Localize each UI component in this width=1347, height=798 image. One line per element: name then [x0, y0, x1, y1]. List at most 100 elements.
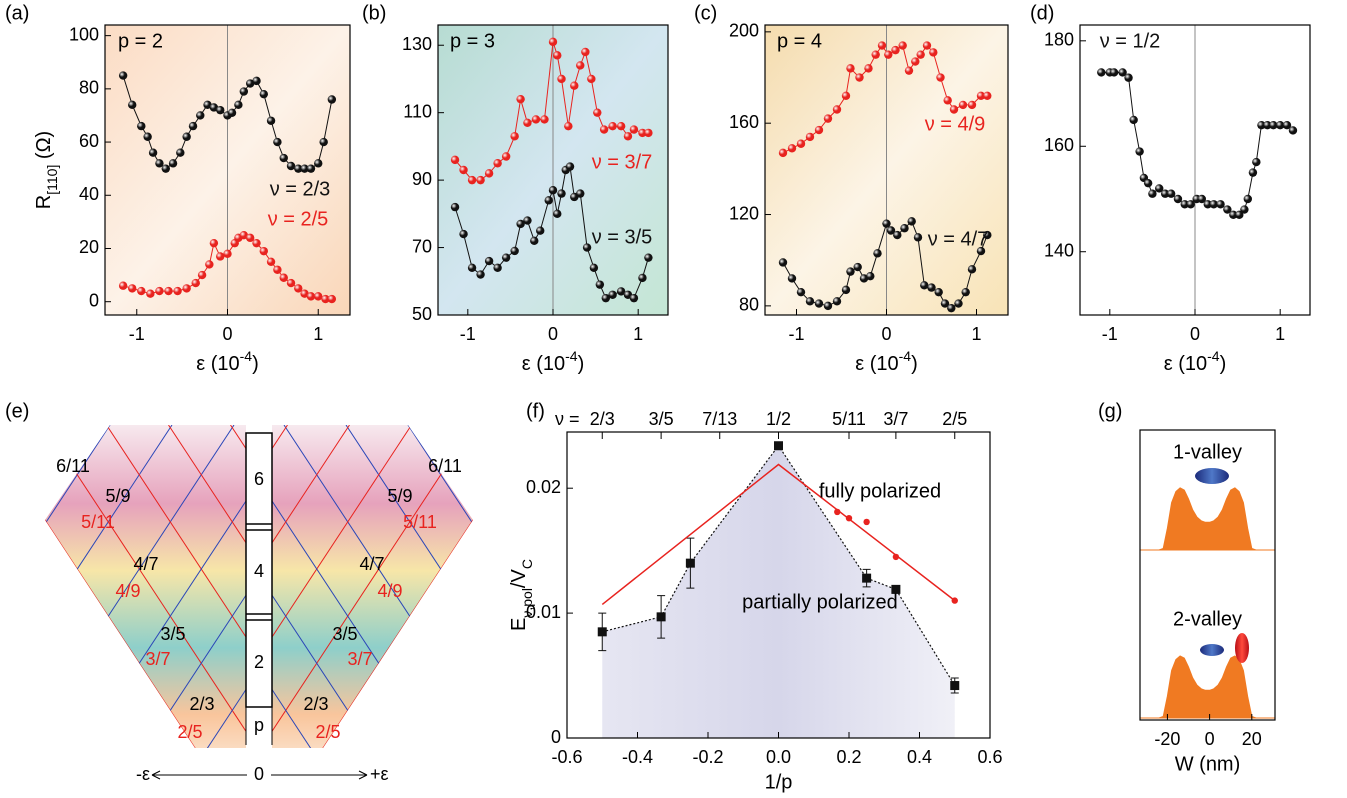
fraction-label: 3/7: [347, 649, 372, 669]
y-tick-label: 100: [69, 24, 99, 44]
data-point: [118, 281, 128, 290]
y-tick-label: 130: [402, 34, 432, 54]
y-tick-label: 0.02: [526, 477, 561, 497]
panel-label: (c): [694, 2, 717, 24]
data-point: [203, 100, 212, 110]
data-point: [530, 236, 539, 246]
data-point: [853, 262, 862, 272]
column-stem: [245, 707, 273, 745]
fraction-label: 3/7: [145, 649, 170, 669]
data-point: [893, 230, 902, 240]
data-point: [976, 246, 986, 256]
lattice-line: [45, 425, 61, 748]
data-point: [161, 164, 170, 173]
y-tick-label: 20: [79, 237, 99, 257]
lattice-line: [0, 425, 40, 798]
data-point: [564, 121, 573, 131]
data-point: [866, 271, 875, 281]
data-point: [796, 287, 806, 297]
plot-frame: [104, 24, 351, 316]
top-tick-label: 1/2: [766, 409, 791, 429]
axis-arrow: [151, 770, 368, 780]
data-point: [834, 508, 841, 516]
x-axis-label-part: -4: [1207, 348, 1220, 364]
data-point: [227, 108, 237, 117]
data-point: [1143, 178, 1153, 188]
data-point: [548, 37, 558, 47]
annotation: p = 4: [777, 30, 822, 52]
x-tick-label: -1: [129, 324, 145, 344]
data-point: [548, 186, 558, 195]
data-point: [531, 115, 541, 124]
density-area: [1140, 655, 1275, 719]
data-point: [205, 260, 214, 269]
data-point: [252, 76, 261, 86]
annotation: fully polarized: [819, 480, 941, 502]
lattice-line: [45, 425, 173, 748]
data-point: [922, 41, 932, 50]
top-tick-label: 2/5: [942, 409, 967, 429]
data-point: [523, 118, 532, 127]
panel-label: (f): [526, 400, 545, 422]
x-axis-label: ε (10-4): [522, 348, 585, 376]
series-label: ν = 2/5: [268, 208, 329, 230]
x-axis-label-part: ε (10: [196, 353, 239, 375]
data-point: [576, 61, 585, 70]
data-point: [279, 153, 288, 163]
data-point: [644, 253, 653, 262]
x-tick-label: 0: [548, 324, 558, 344]
data-point: [314, 159, 323, 168]
data-point: [913, 233, 923, 242]
y-tick-label: 160: [1044, 135, 1074, 155]
y-axis-label: Eν,pol/VC: [508, 559, 534, 631]
x-tick-label: -1: [460, 324, 476, 344]
series-label: ν = 1/2: [1100, 30, 1161, 52]
data-point: [1124, 73, 1133, 82]
data-point: [164, 286, 173, 296]
lattice-line: [272, 425, 350, 748]
data-point: [638, 128, 647, 138]
lattice-line: [272, 425, 473, 748]
lattice-line: [345, 425, 473, 748]
x-axis-label-part: -4: [240, 348, 253, 364]
data-point: [846, 64, 855, 73]
lattice-line: [45, 425, 111, 748]
x-tick-label: 0.4: [907, 747, 932, 767]
series-line: [454, 41, 649, 181]
x-axis-label-part: ε (10: [1164, 353, 1207, 375]
x-tick-label: 0: [881, 324, 891, 344]
data-point: [501, 152, 511, 161]
density-area: [1140, 487, 1275, 551]
data-point: [1155, 184, 1164, 193]
data-point: [143, 132, 152, 141]
data-point: [911, 57, 920, 66]
data-point: [476, 175, 485, 185]
data-point: [623, 132, 633, 141]
y-tick-label: 160: [729, 112, 759, 132]
data-point: [137, 121, 146, 131]
x-tick-label: -20: [1154, 729, 1180, 749]
series-label: ν = 3/5: [592, 226, 653, 248]
data-point: [846, 267, 855, 276]
data-point: [501, 253, 511, 262]
data-point: [832, 297, 842, 306]
data-point: [266, 257, 276, 266]
x-axis-label-part: ): [911, 353, 918, 375]
data-point: [814, 299, 824, 308]
data-point: [306, 292, 316, 301]
fraction-label: 4/7: [359, 554, 384, 574]
x-axis-label-part: ε (10: [522, 353, 565, 375]
data-point: [327, 294, 337, 304]
data-point: [595, 280, 605, 289]
data-point: [1209, 200, 1218, 209]
y-tick-label: 90: [412, 169, 432, 189]
plot-frame: [1139, 429, 1276, 721]
x-axis-label: ε (10-4): [196, 348, 259, 376]
series-label: ν = 4/7: [928, 228, 989, 250]
data-point: [1197, 194, 1207, 204]
data-point: [656, 612, 666, 622]
data-point: [148, 148, 158, 157]
data-point: [863, 518, 870, 526]
